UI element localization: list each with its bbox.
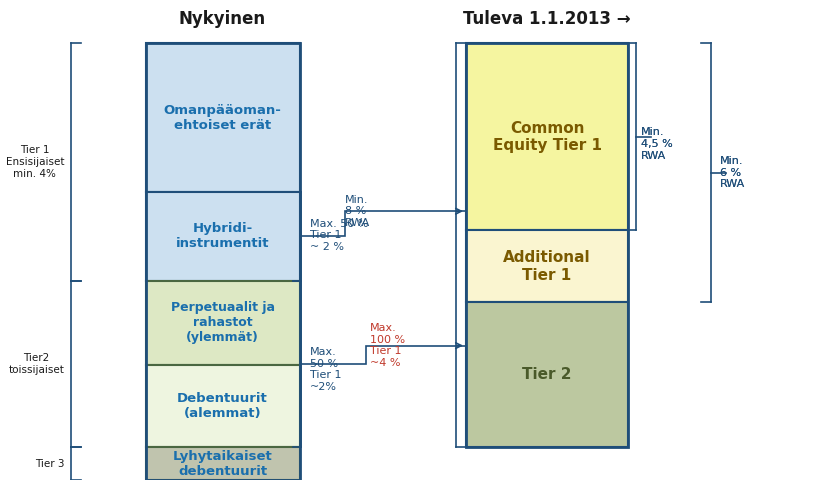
Text: Tier2
toissijaiset: Tier2 toissijaiset [8, 353, 64, 375]
Text: Tier 2: Tier 2 [522, 367, 572, 383]
FancyBboxPatch shape [146, 365, 300, 447]
FancyBboxPatch shape [466, 43, 628, 230]
Text: Min.
8 %
RWA: Min. 8 % RWA [345, 194, 370, 228]
Text: Max. 50 %
Tier 1
~ 2 %: Max. 50 % Tier 1 ~ 2 % [310, 218, 369, 252]
Text: Additional
Tier 1: Additional Tier 1 [503, 250, 591, 283]
Text: Tier 1
Ensisijaiset
min. 4%: Tier 1 Ensisijaiset min. 4% [6, 145, 64, 179]
Text: Nykyinen: Nykyinen [179, 10, 266, 28]
FancyBboxPatch shape [146, 43, 300, 192]
FancyBboxPatch shape [146, 192, 300, 281]
FancyBboxPatch shape [466, 230, 628, 302]
Text: Debentuurit
(alemmat): Debentuurit (alemmat) [177, 392, 268, 420]
Text: Lyhytaikaiset
debentuurit: Lyhytaikaiset debentuurit [173, 450, 272, 478]
Text: Omanpääoman-
ehtoiset erät: Omanpääoman- ehtoiset erät [164, 104, 281, 132]
Text: Min.
6 %
RWA: Min. 6 % RWA [720, 156, 745, 190]
Text: Max.
50 %
Tier 1
~2%: Max. 50 % Tier 1 ~2% [310, 347, 342, 392]
Text: Min.
6 %
RWA: Min. 6 % RWA [720, 156, 745, 190]
Text: Min.
4,5 %
RWA: Min. 4,5 % RWA [641, 127, 672, 161]
Text: Common
Equity Tier 1: Common Equity Tier 1 [493, 120, 602, 153]
FancyBboxPatch shape [466, 302, 628, 447]
Text: Min.
4,5 %
RWA: Min. 4,5 % RWA [641, 127, 672, 161]
Text: Tuleva 1.1.2013 →: Tuleva 1.1.2013 → [463, 10, 631, 28]
Text: Tier 3: Tier 3 [35, 459, 64, 468]
FancyBboxPatch shape [146, 281, 300, 365]
FancyBboxPatch shape [146, 447, 300, 480]
Text: Hybridi-
instrumentit: Hybridi- instrumentit [176, 222, 270, 251]
Text: Max.
100 %
Tier 1
~4 %: Max. 100 % Tier 1 ~4 % [370, 323, 405, 368]
Text: Perpetuaalit ja
rahastot
(ylemmät): Perpetuaalit ja rahastot (ylemmät) [171, 301, 275, 344]
